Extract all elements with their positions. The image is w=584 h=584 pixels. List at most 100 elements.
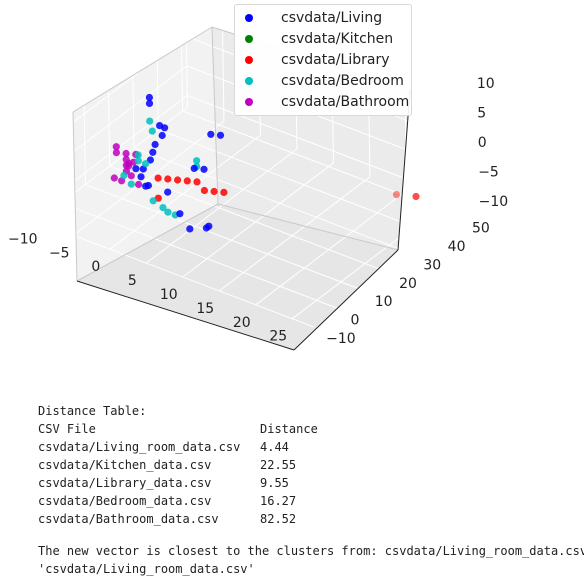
table-row-file: csvdata/Living_room_data.csv xyxy=(38,440,241,454)
data-point xyxy=(142,182,150,190)
data-point xyxy=(122,155,130,163)
y-tick-label: 30 xyxy=(423,257,441,273)
grid-line xyxy=(34,0,157,92)
data-point xyxy=(110,174,118,182)
data-point xyxy=(146,117,154,125)
grid-line xyxy=(180,0,184,112)
grid-line xyxy=(85,184,363,291)
data-point xyxy=(183,177,191,185)
data-point xyxy=(210,187,218,196)
grid-line xyxy=(109,165,388,273)
x-tick-label: 10 xyxy=(160,287,178,303)
x-tick-label: −10 xyxy=(8,231,38,247)
data-point xyxy=(202,224,210,232)
data-point xyxy=(135,180,143,189)
data-point xyxy=(164,175,172,183)
grid-line xyxy=(133,147,412,254)
legend-label: csvdata/Bathroom xyxy=(281,94,410,110)
x-tick-label: −5 xyxy=(49,245,70,261)
data-point xyxy=(149,148,157,156)
axis-lines xyxy=(76,89,411,351)
legend-marker xyxy=(245,35,253,43)
z-tick-label: −5 xyxy=(478,165,499,181)
data-point xyxy=(190,164,198,172)
grid-line xyxy=(34,85,38,222)
data-point xyxy=(186,225,194,233)
x-tick-label: 0 xyxy=(91,259,100,275)
table-row-file: csvdata/Bedroom_data.csv xyxy=(38,494,212,508)
grid-line xyxy=(34,6,187,122)
legend-marker xyxy=(245,56,253,64)
z-tick-label: 5 xyxy=(477,106,486,122)
z-tick-labels: 10 5 0 −5 −10 xyxy=(477,76,508,210)
table-header-file: CSV File xyxy=(38,422,96,436)
table-header-distance: Distance xyxy=(260,422,318,436)
grid-line xyxy=(36,220,315,328)
data-point xyxy=(412,192,420,201)
data-point xyxy=(134,157,142,165)
grid-line xyxy=(82,48,86,185)
z-tick-label: 0 xyxy=(478,135,487,151)
data-point xyxy=(148,127,156,135)
legend-marker xyxy=(245,77,253,85)
table-row-file: csvdata/Bathroom_data.csv xyxy=(38,512,219,526)
data-point xyxy=(151,140,159,149)
grid-line xyxy=(186,65,465,173)
data-point xyxy=(158,131,166,140)
grid-line xyxy=(255,190,407,306)
data-point xyxy=(145,93,153,102)
legend-label: csvdata/Living xyxy=(281,10,383,26)
legend-label: csvdata/Kitchen xyxy=(281,31,394,47)
data-point xyxy=(125,162,133,170)
y-tick-label: 40 xyxy=(448,239,466,255)
y-tick-label: 50 xyxy=(472,221,490,237)
data-point xyxy=(127,172,135,180)
legend-entry: csvdata/Living xyxy=(245,8,382,28)
grid-line xyxy=(187,95,465,202)
data-point xyxy=(164,188,172,196)
data-point xyxy=(112,149,120,157)
data-point xyxy=(127,180,135,188)
data-point xyxy=(112,143,120,151)
grid-line xyxy=(60,202,339,310)
grid-line xyxy=(145,148,298,264)
data-point xyxy=(142,160,150,168)
legend-entry: csvdata/Bedroom xyxy=(245,71,404,91)
grid-line xyxy=(109,134,261,250)
grid-line xyxy=(155,0,159,130)
table-row-file: csvdata/Library_data.csv xyxy=(38,476,212,490)
y-tick-label: −10 xyxy=(326,331,356,347)
legend-label: csvdata/Bedroom xyxy=(281,73,404,89)
data-point xyxy=(120,171,128,180)
z-axis-line xyxy=(397,89,411,251)
legend-entry: csvdata/Library xyxy=(245,50,389,70)
x-tick-label: 25 xyxy=(269,329,287,345)
x-tick-labels: −10 −5 0 5 10 15 20 25 xyxy=(8,231,287,344)
data-point xyxy=(122,149,130,158)
grid-line xyxy=(221,0,225,122)
grid-line xyxy=(218,176,371,292)
grid-line xyxy=(440,68,444,205)
data-point xyxy=(412,192,420,201)
grid-line xyxy=(36,95,188,210)
data-point xyxy=(154,174,162,182)
data-point xyxy=(193,178,201,186)
grid-line xyxy=(35,65,188,181)
grid-line xyxy=(35,36,187,151)
grid-line xyxy=(291,204,444,320)
table-row-distance: 9.55 xyxy=(260,476,289,490)
data-point xyxy=(159,204,167,212)
data-point xyxy=(164,208,172,216)
table-row-distance: 22.55 xyxy=(260,458,297,472)
result-line: The new vector is closest to the cluster… xyxy=(38,544,584,558)
y-tick-label: 0 xyxy=(350,313,359,329)
legend-entry: csvdata/Kitchen xyxy=(245,29,393,49)
x-tick-label: 20 xyxy=(233,315,251,331)
x-axis-line xyxy=(76,280,295,351)
table-row-distance: 82.52 xyxy=(260,512,297,526)
legend: csvdata/Living csvdata/Kitchen csvdata/Lib… xyxy=(234,4,412,116)
grid-line xyxy=(182,162,334,278)
data-point xyxy=(156,122,164,130)
scatter-points xyxy=(110,93,420,233)
grid-line xyxy=(131,12,135,148)
